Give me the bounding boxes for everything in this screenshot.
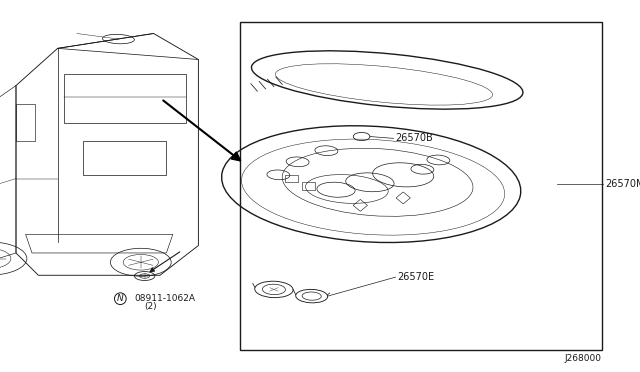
Text: 26570M: 26570M bbox=[605, 179, 640, 189]
Bar bbox=[240, 22, 602, 350]
Text: (2): (2) bbox=[144, 302, 157, 311]
Text: 26570B: 26570B bbox=[396, 134, 433, 143]
Text: J268000: J268000 bbox=[564, 355, 602, 363]
Text: N: N bbox=[117, 294, 124, 303]
Text: 26570E: 26570E bbox=[397, 272, 434, 282]
Text: 08911-1062A: 08911-1062A bbox=[134, 294, 195, 303]
